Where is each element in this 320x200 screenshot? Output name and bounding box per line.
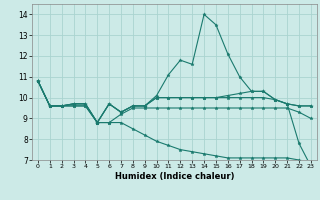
X-axis label: Humidex (Indice chaleur): Humidex (Indice chaleur) <box>115 172 234 181</box>
